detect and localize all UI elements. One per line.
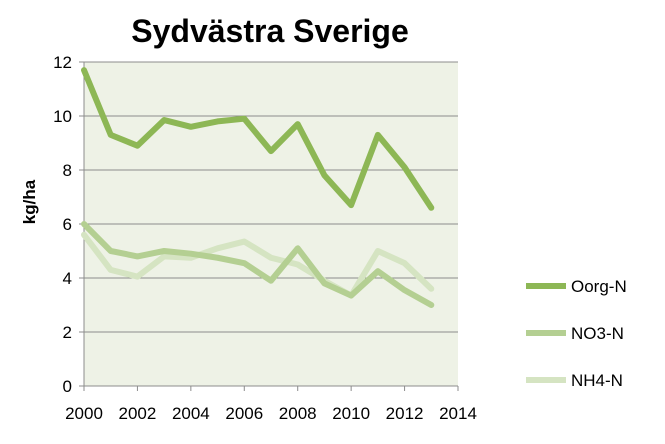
series-line-no3-n bbox=[81, 221, 435, 308]
legend-label-oorg-n: Oorg-N bbox=[571, 277, 627, 296]
y-tick-label-8: 8 bbox=[63, 161, 72, 180]
y-tick-label-6: 6 bbox=[63, 215, 72, 234]
y-tick-label-0: 0 bbox=[63, 377, 72, 396]
plot-area: 0 2 4 6 8 10 12 2000 2002 2004 2006 2008 2010 2012 201… bbox=[53, 53, 477, 423]
x-tick-label-2014: 2014 bbox=[439, 404, 477, 423]
y-tick-label-4: 4 bbox=[63, 269, 72, 288]
x-tick-label-2012: 2012 bbox=[386, 404, 424, 423]
x-tick-label-2000: 2000 bbox=[65, 404, 103, 423]
y-tick-label-2: 2 bbox=[63, 323, 72, 342]
series-line-nh4-n bbox=[81, 231, 435, 299]
y-tick-label-10: 10 bbox=[53, 107, 72, 126]
x-tick-label-2004: 2004 bbox=[172, 404, 210, 423]
chart-title: Sydvästra Sverige bbox=[131, 13, 409, 49]
y-tick-label-12: 12 bbox=[53, 53, 72, 72]
x-tick-label-2006: 2006 bbox=[225, 404, 263, 423]
y-axis-label: kg/ha bbox=[20, 179, 39, 224]
x-tick-label-2008: 2008 bbox=[279, 404, 317, 423]
legend: Oorg-N NO3-N NH4-N bbox=[526, 277, 627, 390]
legend-label-nh4-n: NH4-N bbox=[571, 371, 623, 390]
series-line-oorg-n bbox=[81, 67, 435, 211]
legend-label-no3-n: NO3-N bbox=[571, 324, 624, 343]
x-tick-label-2010: 2010 bbox=[332, 404, 370, 423]
x-tick-label-2002: 2002 bbox=[119, 404, 157, 423]
